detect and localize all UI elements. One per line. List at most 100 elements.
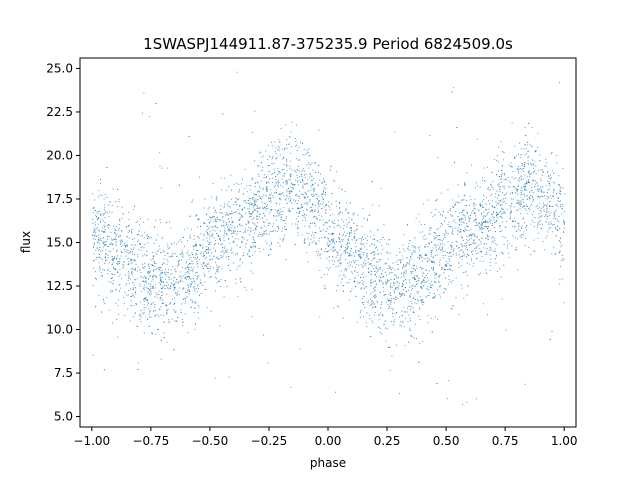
data-point: [137, 368, 139, 370]
data-point: [93, 242, 95, 244]
data-point: [138, 230, 140, 232]
data-point: [388, 239, 390, 241]
data-point: [369, 304, 371, 306]
data-point: [249, 215, 251, 217]
data-point: [293, 183, 295, 185]
data-point: [546, 216, 548, 218]
data-point: [157, 234, 159, 236]
data-point: [340, 270, 342, 272]
data-point: [509, 186, 511, 188]
data-point: [499, 190, 501, 192]
data-point: [236, 268, 238, 270]
data-point: [270, 189, 272, 191]
data-point: [202, 244, 204, 246]
data-point: [375, 305, 377, 307]
data-point: [338, 202, 340, 204]
data-point: [382, 314, 384, 316]
data-point: [209, 255, 211, 257]
data-point: [254, 224, 256, 226]
data-point: [522, 217, 524, 219]
data-point: [182, 321, 184, 323]
data-point: [252, 245, 254, 247]
data-point: [420, 282, 422, 284]
data-point: [345, 219, 347, 221]
data-point: [402, 244, 404, 246]
data-point: [506, 192, 508, 194]
data-point: [302, 187, 304, 189]
data-point: [296, 195, 298, 197]
data-point: [268, 222, 270, 224]
data-point: [128, 289, 129, 291]
data-point: [259, 206, 261, 208]
data-point: [416, 275, 418, 277]
data-point: [515, 188, 517, 190]
data-point: [206, 229, 208, 231]
data-point: [506, 240, 508, 242]
data-point: [139, 218, 141, 220]
data-point: [111, 290, 113, 292]
data-point: [112, 273, 114, 275]
data-point: [524, 222, 525, 224]
data-point: [95, 277, 97, 279]
data-point: [422, 285, 424, 287]
data-point: [486, 221, 488, 223]
data-point: [168, 319, 170, 321]
data-point: [452, 249, 454, 251]
data-point: [374, 289, 376, 291]
data-point: [185, 276, 187, 278]
data-point: [306, 149, 308, 151]
data-point: [474, 218, 476, 220]
data-point: [208, 234, 210, 236]
data-point: [243, 207, 245, 209]
data-point: [152, 287, 154, 289]
data-point: [107, 235, 109, 237]
data-point: [110, 282, 112, 284]
data-point: [192, 271, 194, 273]
data-point: [516, 189, 518, 191]
data-point: [337, 254, 339, 256]
data-point: [278, 179, 280, 181]
data-point: [529, 173, 531, 175]
data-point: [447, 283, 449, 285]
data-point: [234, 230, 236, 232]
data-point: [120, 242, 122, 244]
data-point: [142, 234, 144, 236]
data-point: [368, 272, 370, 274]
data-point: [196, 291, 198, 293]
data-point: [154, 304, 156, 306]
data-point: [415, 338, 417, 340]
data-point: [128, 283, 130, 285]
data-point: [266, 190, 268, 192]
data-point: [182, 236, 184, 238]
data-point: [331, 233, 333, 235]
data-point: [196, 249, 198, 251]
data-point: [406, 257, 408, 259]
data-point: [357, 260, 359, 262]
data-point: [325, 191, 326, 193]
data-point: [249, 184, 251, 186]
data-point: [540, 216, 542, 218]
data-point: [371, 265, 373, 267]
data-point: [311, 231, 313, 233]
data-point: [511, 220, 513, 222]
data-point: [390, 295, 392, 297]
data-point: [253, 240, 255, 242]
data-point: [207, 208, 209, 210]
data-point: [458, 223, 460, 225]
data-point: [408, 263, 410, 265]
data-point: [503, 198, 505, 200]
data-point: [190, 228, 192, 230]
data-point: [242, 216, 244, 218]
data-point: [418, 254, 420, 256]
data-point: [113, 267, 115, 269]
data-point: [477, 252, 479, 254]
data-point: [397, 263, 399, 265]
data-point: [519, 230, 521, 232]
data-point: [443, 233, 445, 235]
data-point: [547, 175, 549, 177]
data-point: [443, 292, 445, 294]
data-point: [441, 248, 443, 250]
data-point: [154, 262, 156, 264]
data-point: [275, 182, 277, 184]
data-point: [460, 229, 462, 231]
